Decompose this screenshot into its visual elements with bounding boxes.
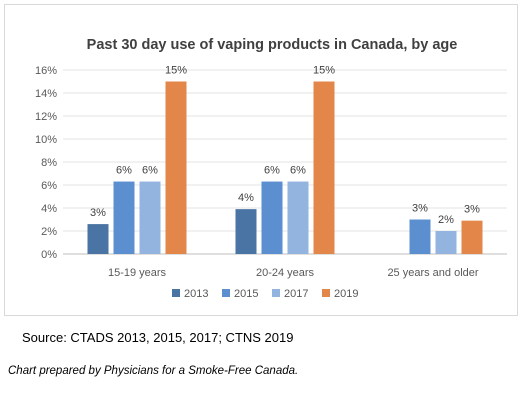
data-label: 2% (438, 214, 454, 226)
legend-label-2013: 2013 (184, 288, 208, 300)
y-tick-label: 14% (35, 88, 57, 100)
data-label: 3% (412, 203, 428, 215)
bar-2013-1 (235, 209, 257, 254)
data-label: 3% (464, 204, 480, 216)
legend-swatch-2019 (322, 289, 330, 297)
bar-2015-2 (409, 219, 431, 254)
credit-note: Chart prepared by Physicians for a Smoke… (8, 365, 299, 377)
y-tick-label: 12% (35, 111, 57, 123)
bar-2019-1 (313, 81, 335, 254)
y-tick-label: 10% (35, 134, 57, 146)
x-tick-label: 20-24 years (256, 267, 315, 279)
y-tick-label: 8% (41, 157, 57, 169)
y-tick-label: 2% (41, 226, 57, 238)
legend-label-2017: 2017 (284, 288, 308, 300)
y-tick-label: 16% (35, 65, 57, 77)
legend-swatch-2017 (272, 289, 280, 297)
data-label: 15% (165, 65, 187, 77)
bar-chart: Past 30 day use of vaping products in Ca… (35, 37, 507, 300)
bar-2017-2 (435, 231, 457, 254)
data-label: 6% (290, 165, 306, 177)
bar-2013-0 (87, 224, 109, 254)
bar-2015-0 (113, 181, 135, 254)
bar-2015-1 (261, 181, 283, 254)
bar-2019-2 (461, 220, 483, 254)
data-label: 6% (264, 165, 280, 177)
x-tick-label: 15-19 years (108, 267, 167, 279)
data-label: 15% (313, 65, 335, 77)
data-label: 4% (238, 192, 254, 204)
bar-2017-0 (139, 181, 161, 254)
legend-label-2019: 2019 (334, 288, 358, 300)
data-label: 6% (116, 165, 132, 177)
data-label: 3% (90, 207, 106, 219)
legend-swatch-2015 (222, 289, 230, 297)
x-tick-label: 25 years and older (387, 267, 478, 279)
bar-2019-0 (165, 81, 187, 254)
chart-title: Past 30 day use of vaping products in Ca… (87, 37, 458, 53)
data-label: 6% (142, 165, 158, 177)
y-tick-label: 4% (41, 203, 57, 215)
y-tick-label: 6% (41, 180, 57, 192)
legend-label-2015: 2015 (234, 288, 258, 300)
legend-swatch-2013 (172, 289, 180, 297)
source-note: Source: CTADS 2013, 2015, 2017; CTNS 201… (22, 330, 294, 345)
chart-frame: Past 30 day use of vaping products in Ca… (4, 4, 518, 316)
y-tick-label: 0% (41, 249, 57, 261)
bar-2017-1 (287, 181, 309, 254)
